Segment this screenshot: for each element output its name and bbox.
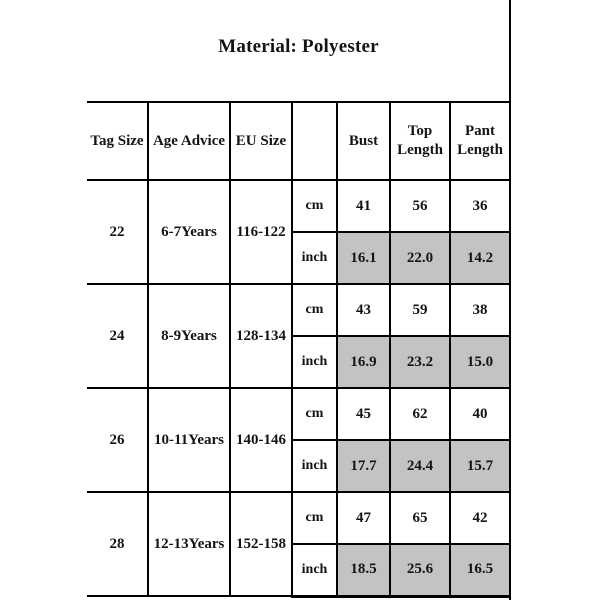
- pant-length-inch-cell: 14.2: [449, 231, 511, 285]
- tag-size-cell: 24: [87, 283, 149, 389]
- pant-length-inch-cell: 15.7: [449, 439, 511, 493]
- table-row-cm: 28 12-13Years 152-158 cm 47 65 42: [87, 491, 511, 597]
- bust-cm-cell: 47: [336, 491, 391, 545]
- pant-length-cm-cell: 38: [449, 283, 511, 337]
- pant-length-cm-cell: 40: [449, 387, 511, 441]
- bust-inch-cell: 16.9: [336, 335, 391, 389]
- top-length-inch-cell: 24.4: [389, 439, 451, 493]
- eu-size-cell: 152-158: [229, 491, 293, 597]
- column-header-tag-size: Tag Size: [87, 101, 149, 181]
- column-header-bust: Bust: [336, 101, 391, 181]
- top-length-cm-cell: 56: [389, 179, 451, 233]
- unit-label-cell: cm: [291, 491, 338, 545]
- pant-length-inch-cell: 16.5: [449, 543, 511, 598]
- top-length-cm-cell: 65: [389, 491, 451, 545]
- unit-label-cell: inch: [291, 439, 338, 493]
- bust-inch-cell: 16.1: [336, 231, 391, 285]
- bust-cm-cell: 45: [336, 387, 391, 441]
- pant-length-cm-cell: 36: [449, 179, 511, 233]
- table-row-cm: 26 10-11Years 140-146 cm 45 62 40: [87, 387, 511, 493]
- table-row-inch: inch 16.9 23.2 15.0: [87, 335, 511, 389]
- bust-inch-cell: 17.7: [336, 439, 391, 493]
- unit-label-cell: cm: [291, 387, 338, 441]
- bust-cm-cell: 41: [336, 179, 391, 233]
- table-row-inch: inch 16.1 22.0 14.2: [87, 231, 511, 285]
- table-row-cm: 24 8-9Years 128-134 cm 43 59 38: [87, 283, 511, 389]
- pant-length-cm-cell: 42: [449, 491, 511, 545]
- top-length-inch-cell: 23.2: [389, 335, 451, 389]
- table-row-cm: 22 6-7Years 116-122 cm 41 56 36: [87, 179, 511, 285]
- bust-cm-cell: 43: [336, 283, 391, 337]
- unit-label-cell: inch: [291, 335, 338, 389]
- eu-size-cell: 116-122: [229, 179, 293, 285]
- unit-label-cell: cm: [291, 283, 338, 337]
- table-row-inch: inch 17.7 24.4 15.7: [87, 439, 511, 493]
- column-header-top-length: Top Length: [389, 101, 451, 181]
- table-row-inch: inch 18.5 25.6 16.5: [87, 543, 511, 598]
- top-length-cm-cell: 62: [389, 387, 451, 441]
- unit-label-cell: cm: [291, 179, 338, 233]
- column-header-unit: [291, 101, 338, 181]
- unit-label-cell: inch: [291, 543, 338, 598]
- material-title: Material: Polyester: [218, 36, 379, 57]
- bust-inch-cell: 18.5: [336, 543, 391, 598]
- eu-size-cell: 140-146: [229, 387, 293, 493]
- age-advice-cell: 12-13Years: [147, 491, 231, 597]
- pant-length-inch-cell: 15.0: [449, 335, 511, 389]
- tag-size-cell: 28: [87, 491, 149, 597]
- age-advice-cell: 6-7Years: [147, 179, 231, 285]
- top-length-inch-cell: 22.0: [389, 231, 451, 285]
- age-advice-cell: 8-9Years: [147, 283, 231, 389]
- table-header-row: Tag Size Age Advice EU Size Bust Top Len…: [87, 101, 511, 181]
- size-chart-table: Tag Size Age Advice EU Size Bust Top Len…: [87, 101, 511, 598]
- column-header-eu-size: EU Size: [229, 101, 293, 181]
- page-edge-vertical-line: [509, 0, 511, 600]
- column-header-age-advice: Age Advice: [147, 101, 231, 181]
- column-header-pant-length: Pant Length: [449, 101, 511, 181]
- top-length-cm-cell: 59: [389, 283, 451, 337]
- age-advice-cell: 10-11Years: [147, 387, 231, 493]
- top-length-inch-cell: 25.6: [389, 543, 451, 598]
- tag-size-cell: 26: [87, 387, 149, 493]
- tag-size-cell: 22: [87, 179, 149, 285]
- eu-size-cell: 128-134: [229, 283, 293, 389]
- unit-label-cell: inch: [291, 231, 338, 285]
